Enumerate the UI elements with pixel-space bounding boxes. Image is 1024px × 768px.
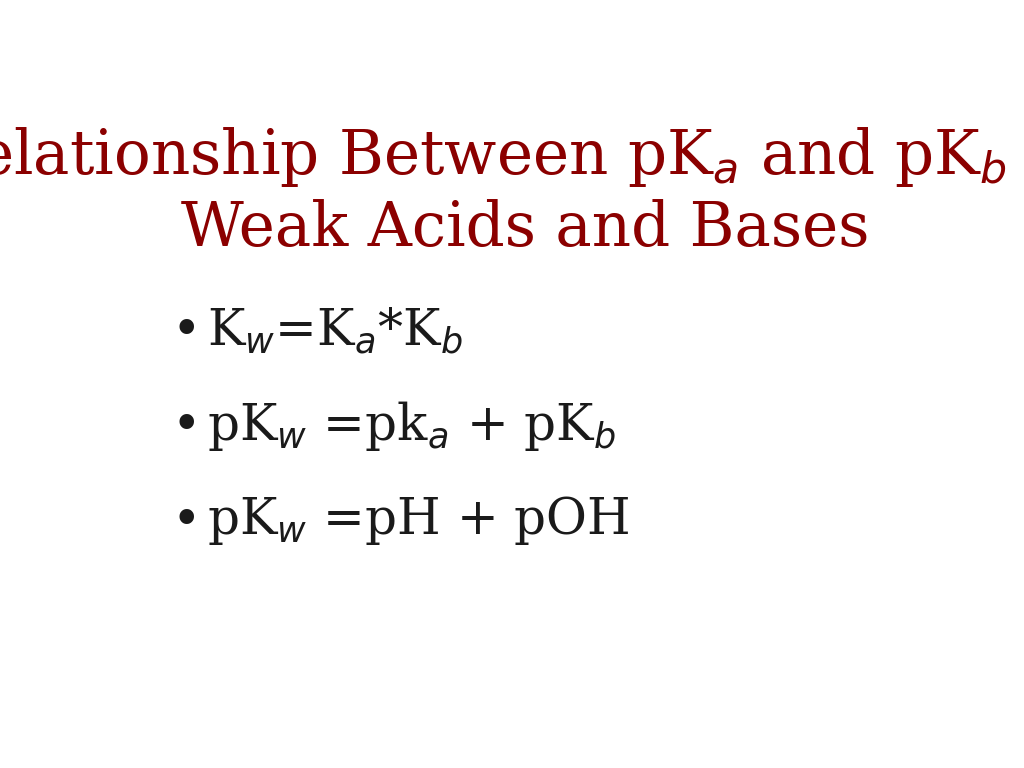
Text: pK$_w$ =pk$_a$ + pK$_b$: pK$_w$ =pk$_a$ + pK$_b$ [207,399,616,453]
Text: •: • [172,496,201,545]
Text: pK$_w$ =pH + pOH: pK$_w$ =pH + pOH [207,495,630,548]
Text: Weak Acids and Bases: Weak Acids and Bases [180,199,869,259]
Text: •: • [172,402,201,451]
Text: •: • [172,307,201,356]
Text: Relationship Between pK$_a$ and pK$_b$ for: Relationship Between pK$_a$ and pK$_b$ f… [0,124,1024,189]
Text: K$_w$=K$_a$*K$_b$: K$_w$=K$_a$*K$_b$ [207,306,463,357]
